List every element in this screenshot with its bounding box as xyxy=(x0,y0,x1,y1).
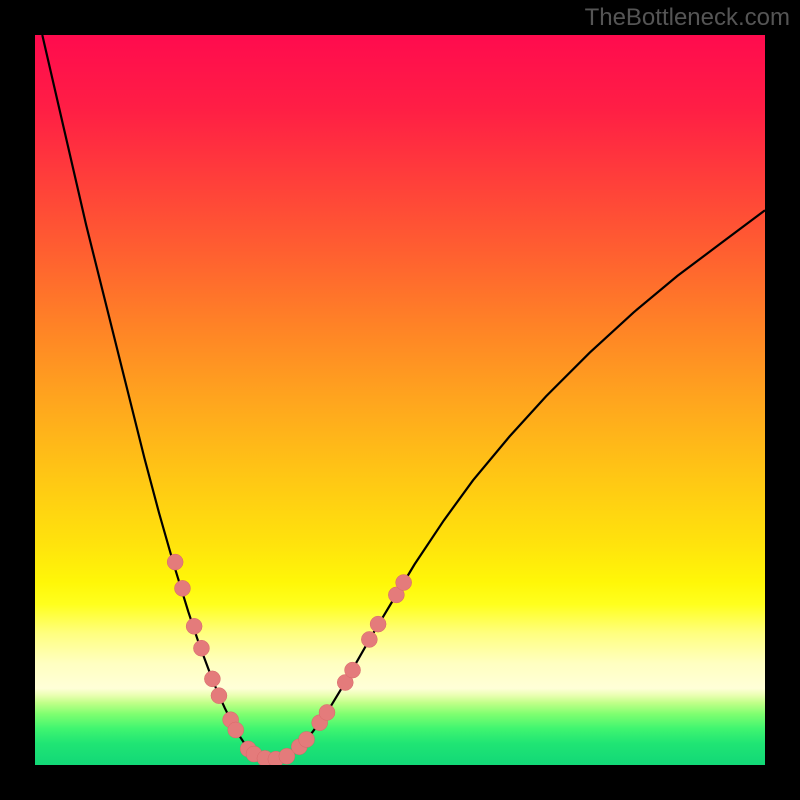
watermark-text: TheBottleneck.com xyxy=(585,4,790,32)
data-marker xyxy=(167,554,183,570)
data-marker xyxy=(174,580,190,596)
data-marker xyxy=(211,688,227,704)
data-marker xyxy=(345,662,361,678)
plot-area xyxy=(35,35,765,765)
bottleneck-curve xyxy=(42,35,765,759)
data-marker xyxy=(186,618,202,634)
data-marker xyxy=(299,731,315,747)
data-marker xyxy=(319,704,335,720)
data-marker xyxy=(204,671,220,687)
curve-layer xyxy=(35,35,765,765)
data-marker xyxy=(193,640,209,656)
data-marker xyxy=(361,631,377,647)
data-marker xyxy=(228,722,244,738)
data-marker xyxy=(370,616,386,632)
data-marker xyxy=(396,575,412,591)
chart-container: TheBottleneck.com xyxy=(0,0,800,800)
